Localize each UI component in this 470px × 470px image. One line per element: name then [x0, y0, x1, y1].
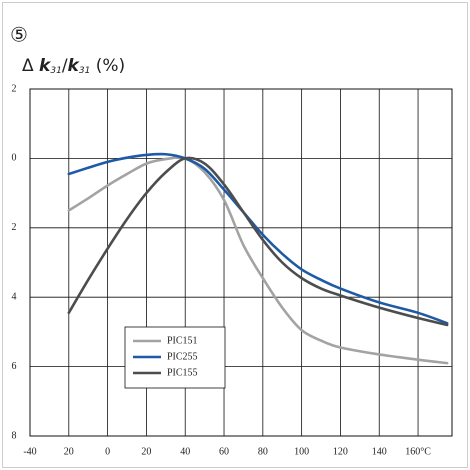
legend-label: PIC151 — [167, 335, 198, 346]
y-tick-label: 4 — [12, 291, 17, 302]
x-tick-label: 100 — [294, 446, 309, 457]
x-tick-label: 40 — [180, 446, 190, 457]
x-tick-label: 20 — [64, 446, 74, 457]
y-label-part: 31 — [50, 66, 61, 76]
series-line — [67, 156, 449, 365]
legend-label: PIC255 — [167, 351, 198, 362]
y-label-part: / — [62, 56, 68, 76]
x-tick-label: 80 — [258, 446, 268, 457]
figure-number: ⑤ — [10, 23, 28, 47]
x-tick-label: -40 — [23, 446, 36, 457]
y-axis-label: Δ k31/k31 (%) — [22, 56, 125, 76]
x-tick-label: 60 — [219, 446, 229, 457]
x-tick-label: 140 — [372, 446, 387, 457]
x-tick-label: 120 — [333, 446, 348, 457]
legend-label: PIC155 — [167, 367, 198, 378]
y-label-part: (%) — [90, 56, 125, 76]
y-tick-label: 2 — [12, 83, 17, 94]
y-label-part: k — [68, 56, 81, 76]
y-tick-label: 2 — [12, 222, 17, 233]
y-tick-label: 8 — [12, 430, 17, 441]
y-tick-label: 6 — [12, 361, 17, 372]
x-tick-label: 20 — [141, 446, 151, 457]
y-label-part: 31 — [79, 66, 90, 76]
plot-frame — [29, 88, 453, 437]
y-tick-label: 0 — [12, 153, 17, 164]
y-label-part: Δ — [22, 56, 39, 76]
x-tick-label: 160°C — [405, 446, 431, 457]
y-label-part: k — [39, 56, 52, 76]
series-line — [67, 152, 449, 325]
series-line — [67, 156, 449, 327]
x-tick-label: 0 — [105, 446, 110, 457]
